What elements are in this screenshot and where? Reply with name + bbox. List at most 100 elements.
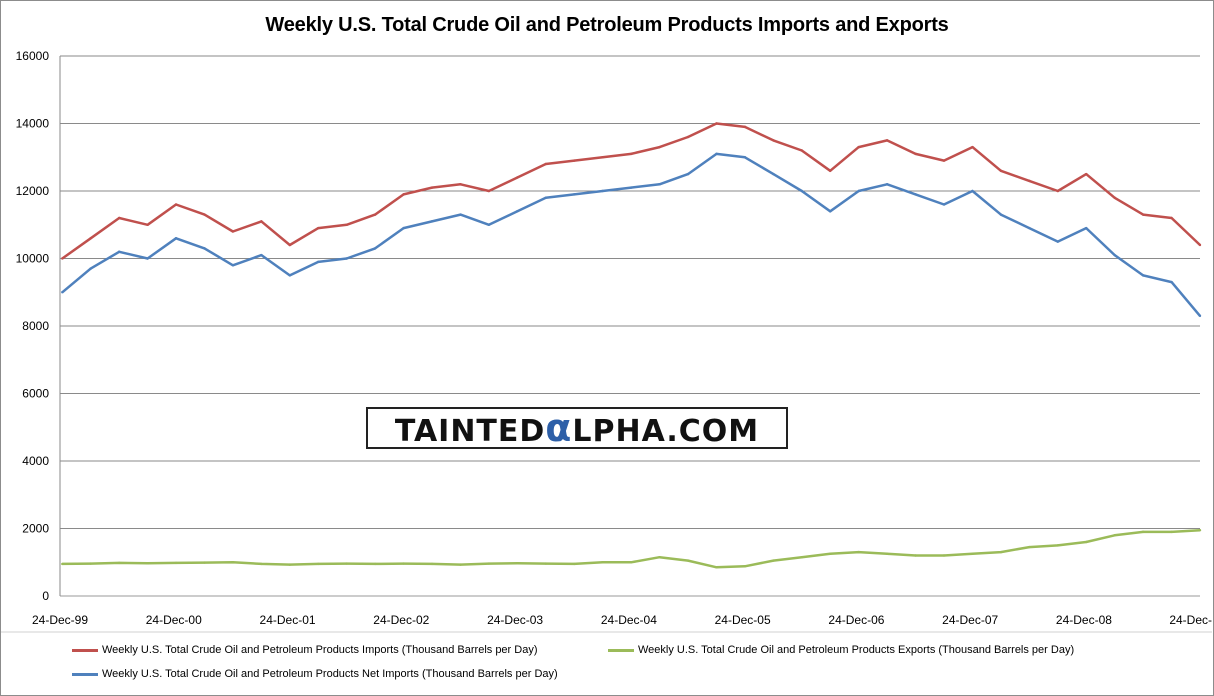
data-point [629, 152, 633, 156]
data-point [516, 176, 519, 179]
data-point [146, 257, 149, 260]
data-point [772, 139, 775, 142]
data-point [430, 220, 434, 223]
data-point [772, 559, 775, 562]
data-point [89, 237, 92, 240]
x-tick-label: 24-Dec- [1169, 613, 1212, 627]
data-point [573, 193, 576, 196]
data-point [174, 561, 178, 565]
data-point [885, 183, 889, 186]
data-point [516, 210, 519, 213]
data-point [829, 210, 832, 213]
data-point [516, 562, 519, 565]
data-point [430, 186, 434, 189]
data-point [459, 563, 462, 566]
data-point [971, 189, 974, 193]
data-point [1113, 196, 1116, 199]
data-point [544, 196, 548, 199]
y-tick-label: 10000 [16, 252, 50, 266]
data-point [1028, 226, 1031, 230]
x-tick-label: 24-Dec-07 [942, 613, 998, 627]
data-point [942, 203, 946, 206]
legend-label-imports: Weekly U.S. Total Crude Oil and Petroleu… [102, 644, 538, 656]
data-point [629, 561, 633, 564]
data-point [999, 169, 1003, 172]
x-tick-label: 24-Dec-08 [1056, 613, 1112, 627]
grid-lines [59, 55, 1200, 597]
data-point [459, 183, 462, 186]
x-tick-label: 24-Dec-00 [146, 613, 202, 627]
x-tick-label: 24-Dec-06 [828, 613, 884, 627]
watermark-text-1: TAINTED [394, 414, 546, 449]
data-point [146, 562, 149, 565]
data-point [402, 226, 405, 230]
series-lines [61, 122, 1202, 569]
legend-item-imports: Weekly U.S. Total Crude Oil and Petroleu… [72, 644, 538, 656]
data-point [317, 260, 320, 264]
data-point [800, 149, 803, 152]
y-tick-label: 12000 [16, 184, 50, 198]
y-axis-ticks: 0 2000 4000 6000 8000 10000 12000 14000 16000 [16, 49, 50, 603]
data-point [174, 203, 178, 206]
y-tick-label: 8000 [22, 319, 49, 333]
data-point [1198, 528, 1202, 532]
data-point [772, 172, 775, 176]
data-point [345, 562, 348, 565]
data-point [885, 552, 889, 556]
data-point [914, 554, 917, 557]
x-axis-ticks: 24-Dec-99 24-Dec-00 24-Dec-01 24-Dec-02 24-D… [32, 613, 1212, 627]
data-point [743, 156, 747, 159]
data-point [117, 216, 121, 220]
data-point [999, 550, 1003, 554]
data-point [1085, 226, 1088, 230]
data-point [857, 550, 860, 554]
data-point [1170, 216, 1173, 220]
data-point [89, 562, 92, 565]
data-point [1170, 280, 1173, 284]
data-point [629, 186, 633, 189]
data-point [857, 145, 860, 149]
data-point [999, 213, 1003, 216]
y-tick-label: 2000 [22, 522, 49, 536]
chart-title: Weekly U.S. Total Crude Oil and Petroleu… [265, 14, 949, 36]
data-point [1141, 274, 1145, 277]
data-point [573, 562, 576, 566]
data-point [117, 561, 121, 565]
y-tick-label: 14000 [16, 117, 50, 131]
y-tick-label: 0 [42, 589, 49, 603]
legend-label-net-imports: Weekly U.S. Total Crude Oil and Petroleu… [102, 668, 558, 680]
data-point [1113, 253, 1116, 257]
x-tick-label: 24-Dec-05 [715, 613, 771, 627]
data-point [658, 183, 661, 186]
data-point [686, 559, 690, 562]
x-tick-label: 24-Dec-02 [373, 613, 429, 627]
data-point [715, 152, 718, 156]
data-point [601, 156, 604, 159]
data-point [345, 257, 348, 260]
data-point [1198, 243, 1202, 247]
data-point [231, 264, 235, 267]
data-point [260, 253, 263, 257]
data-point [1198, 314, 1202, 318]
data-point [1056, 189, 1059, 193]
data-point [288, 243, 292, 247]
data-point [857, 189, 860, 193]
data-point [61, 291, 64, 294]
data-point [658, 145, 661, 149]
data-point [1085, 540, 1088, 544]
data-point [1113, 534, 1116, 537]
chart-legend: Weekly U.S. Total Crude Oil and Petroleu… [72, 644, 1172, 688]
legend-swatch-exports [608, 648, 634, 652]
data-point [914, 193, 917, 196]
data-point [430, 562, 434, 566]
y-tick-label: 6000 [22, 387, 49, 401]
data-point [1056, 240, 1059, 243]
data-point [260, 220, 263, 223]
y-tick-label: 4000 [22, 454, 49, 468]
data-point [203, 561, 206, 564]
data-point [829, 169, 832, 172]
data-point [61, 562, 64, 566]
data-point [829, 552, 832, 556]
data-point [715, 566, 718, 569]
